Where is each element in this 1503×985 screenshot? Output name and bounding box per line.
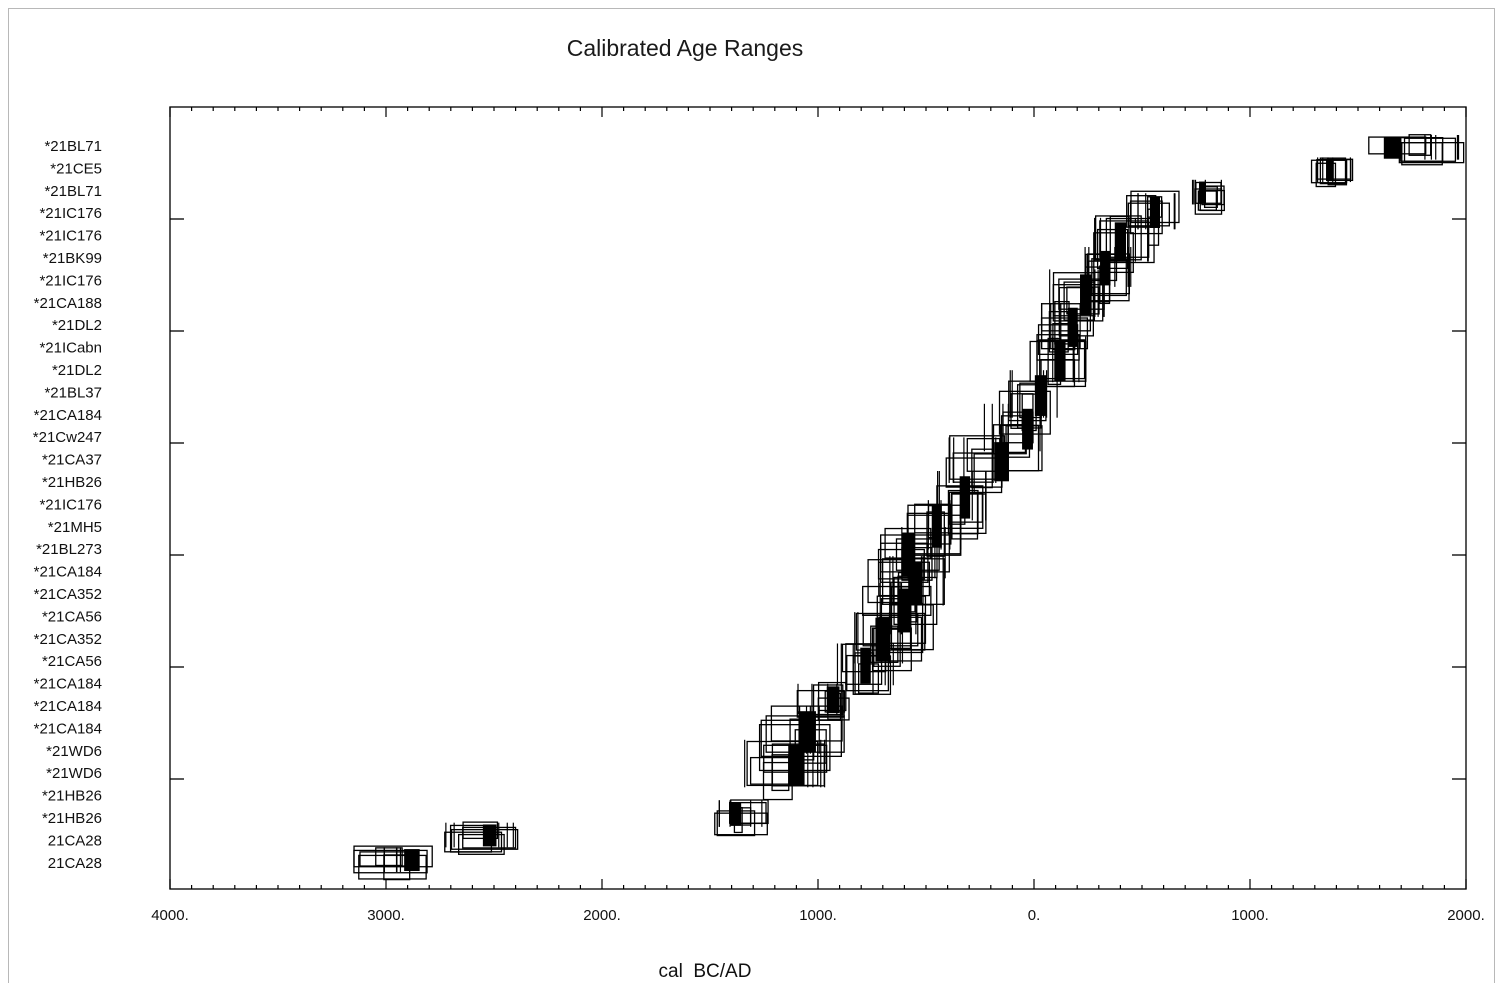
y-label: *21IC176 [39,205,102,222]
y-label: *21ICabn [39,340,102,357]
range-core [788,744,805,786]
x-axis-tick-labels: 4000. 3000. 2000. 1000. 0. 1000. 2000. [151,907,1485,924]
x-tick-label: 3000. [367,907,405,924]
range-core [1149,196,1161,228]
y-label: *21DL2 [52,362,102,379]
chart-title: Calibrated Age Ranges [567,35,804,61]
y-label: *21Cw247 [33,429,102,446]
y-label: *21DL2 [52,317,102,334]
range-box [457,833,505,855]
range-box [1403,137,1457,162]
y-label: *21CA184 [34,720,102,737]
x-tick-label: 2000. [583,907,621,924]
range-core [959,476,971,519]
y-label: *21BL273 [36,541,102,558]
range-box [444,831,503,853]
range-group [836,643,894,695]
range-core [875,617,891,662]
x-tick-label: 2000. [1447,907,1485,924]
range-bars [353,134,1465,881]
y-label: *21HB26 [42,788,102,805]
range-box [796,689,845,718]
range-core [404,849,420,872]
range-group [1029,334,1087,388]
y-label: *21HB26 [42,474,102,491]
y-label: *21WD6 [46,765,102,782]
y-label: *21CA56 [42,608,102,625]
y-label: *21HB26 [42,810,102,827]
range-box [375,847,403,867]
range-core [1198,181,1206,204]
range-box [353,849,428,874]
range-box [1408,134,1432,156]
range-group [1368,134,1465,166]
x-tick-label: 1000. [799,907,837,924]
range-box [746,740,819,787]
range-core [897,588,912,633]
y-label: 21CA28 [48,855,102,872]
y-label: *21CA184 [34,698,102,715]
range-group [444,821,519,855]
axis-ticks [169,107,1467,889]
range-group [714,799,769,837]
range-group [1191,179,1225,215]
y-label: *21CA352 [34,586,102,603]
range-core [1068,307,1078,347]
range-group [353,845,433,881]
range-group [1093,215,1155,274]
range-box [1129,200,1163,235]
y-label: *21IC176 [39,228,102,245]
range-core [860,647,871,684]
y-label: *21IC176 [39,496,102,513]
y-label: *21CE5 [50,160,102,177]
range-core [908,561,923,604]
range-core [1114,222,1127,260]
y-label: *21CA184 [34,676,102,693]
x-axis-label: cal BC/AD [659,961,752,982]
range-box [1315,162,1337,188]
range-box [1197,190,1217,211]
y-label: *21CA184 [34,564,102,581]
range-group [744,739,828,801]
range-core [826,686,840,714]
y-label: *21BL37 [44,384,102,401]
x-tick-label: 4000. [151,907,189,924]
range-group [1310,157,1354,188]
range-core [1034,375,1047,416]
range-core [1054,341,1066,381]
range-core [1022,408,1033,450]
range-group [854,612,926,672]
y-label: 21CA28 [48,832,102,849]
y-label: *21IC176 [39,272,102,289]
range-core [931,505,942,548]
y-label: *21BK99 [43,250,102,267]
y-label: *21CA37 [42,452,102,469]
range-box [862,613,919,647]
range-core [1100,250,1111,286]
range-group [945,435,1009,494]
range-box [358,854,427,880]
range-core [994,442,1009,482]
x-tick-label: 1000. [1231,907,1269,924]
range-core [1326,159,1334,182]
range-core [1383,136,1402,159]
range-core [1080,274,1092,316]
y-label: *21BL71 [44,183,102,200]
y-label: *21CA56 [42,653,102,670]
y-label: *21CA184 [34,407,102,424]
y-label: *21CA188 [34,295,102,312]
y-label: *21BL71 [44,138,102,155]
range-core [482,824,497,847]
x-tick-label: 0. [1028,907,1041,924]
range-box [971,448,993,489]
y-axis-labels: *21BL71 *21CE5 *21BL71 *21IC176 *21IC176 *21B… [33,138,102,872]
range-box [1093,232,1134,274]
y-label: *21CA352 [34,631,102,648]
y-label: *21MH5 [48,519,102,536]
range-box [1052,284,1104,322]
y-label: *21WD6 [46,743,102,760]
range-core [730,802,742,826]
